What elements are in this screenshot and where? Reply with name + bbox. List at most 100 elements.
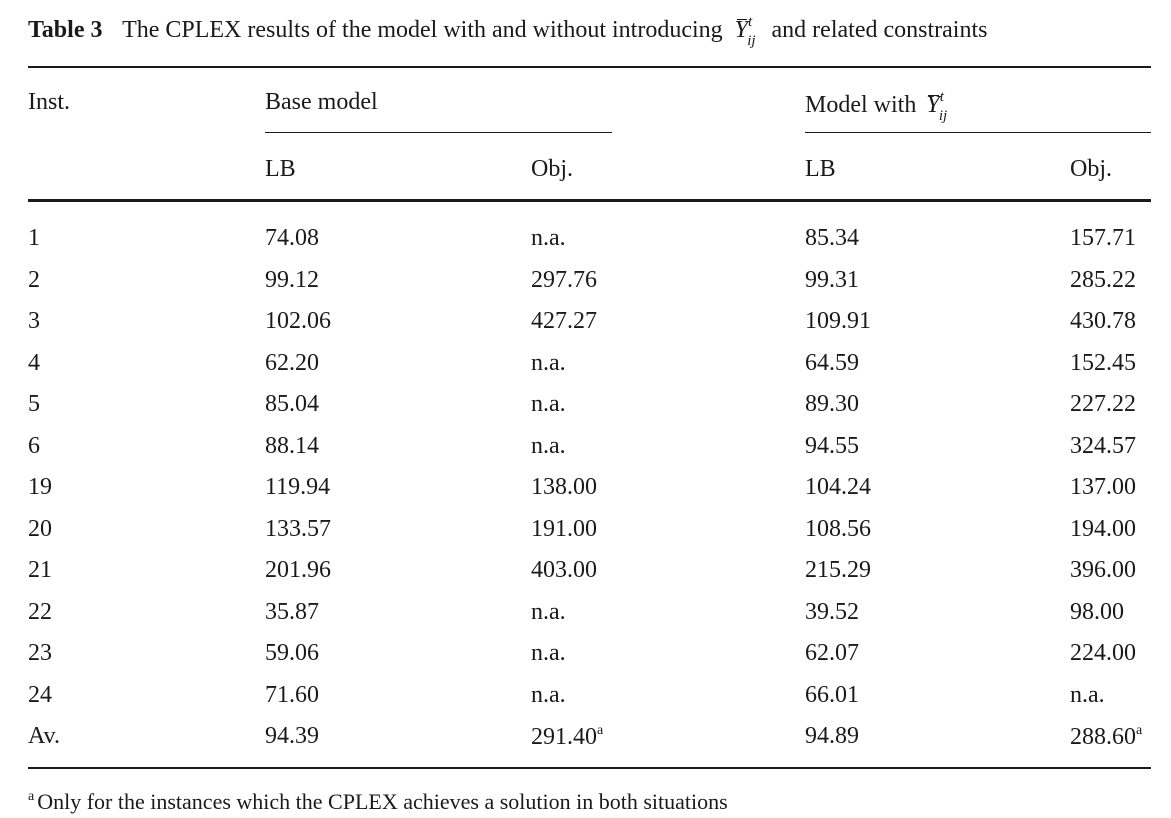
cell-obj-base: 138.00 bbox=[531, 475, 597, 499]
cell-inst-value: 21 bbox=[28, 557, 52, 583]
header-model-with: Model with Yt ij bbox=[805, 90, 947, 124]
cell-obj-base: n.a. bbox=[531, 351, 566, 375]
cell-lb-with: 108.56 bbox=[805, 517, 871, 541]
top-rule bbox=[28, 66, 1151, 68]
header-obj-base: Obj. bbox=[531, 157, 573, 181]
cell-obj-with: 137.00 bbox=[1070, 475, 1136, 499]
cell-lb-with: 66.01 bbox=[805, 683, 859, 707]
cell-inst: 24 bbox=[28, 683, 52, 707]
cell-obj-base-value: n.a. bbox=[531, 225, 566, 251]
cell-lb-base-value: 119.94 bbox=[265, 474, 330, 500]
cell-obj-base-value: 297.76 bbox=[531, 267, 597, 293]
cell-inst-value: 23 bbox=[28, 640, 52, 666]
cell-inst-value: 22 bbox=[28, 599, 52, 625]
cell-obj-base: 427.27 bbox=[531, 309, 597, 333]
model-with-group-rule bbox=[805, 132, 1151, 133]
cell-lb-with-value: 108.56 bbox=[805, 516, 871, 542]
caption-symbol-base: Y bbox=[735, 17, 748, 44]
cell-lb-base-value: 88.14 bbox=[265, 433, 319, 459]
cell-obj-with-value: 288.60 bbox=[1070, 724, 1136, 750]
cell-lb-base: 35.87 bbox=[265, 600, 319, 624]
cell-lb-base-value: 201.96 bbox=[265, 557, 331, 583]
cell-inst: 21 bbox=[28, 558, 52, 582]
cell-obj-base: n.a. bbox=[531, 683, 566, 707]
header-lb-with: LB bbox=[805, 157, 836, 181]
cell-obj-with: 324.57 bbox=[1070, 434, 1136, 458]
caption-text-before: The CPLEX results of the model with and … bbox=[122, 17, 723, 43]
cell-inst: 1 bbox=[28, 226, 40, 250]
cell-lb-base-value: 94.39 bbox=[265, 723, 319, 749]
caption-symbol: Yt ij bbox=[735, 14, 756, 50]
cell-obj-base: n.a. bbox=[531, 641, 566, 665]
cell-lb-base: 74.08 bbox=[265, 226, 319, 250]
cell-obj-base-value: n.a. bbox=[531, 599, 566, 625]
header-symbol-sub: ij bbox=[939, 108, 947, 124]
cell-lb-with: 109.91 bbox=[805, 309, 871, 333]
cell-obj-with: 194.00 bbox=[1070, 517, 1136, 541]
cell-inst-value: 6 bbox=[28, 433, 40, 459]
header-obj-with: Obj. bbox=[1070, 157, 1112, 181]
cell-obj-base-value: 138.00 bbox=[531, 474, 597, 500]
caption-symbol-sup: t bbox=[748, 14, 752, 30]
cell-obj-base: 297.76 bbox=[531, 268, 597, 292]
footnote-marker: a bbox=[28, 789, 34, 804]
cell-inst-value: 24 bbox=[28, 682, 52, 708]
cell-obj-base: 191.00 bbox=[531, 517, 597, 541]
cell-lb-with: 99.31 bbox=[805, 268, 859, 292]
cell-lb-base: 71.60 bbox=[265, 683, 319, 707]
cell-lb-with: 85.34 bbox=[805, 226, 859, 250]
cell-obj-base-value: 291.40 bbox=[531, 724, 597, 750]
cell-obj-with-value: 98.00 bbox=[1070, 599, 1124, 625]
cell-obj-base-value: 403.00 bbox=[531, 557, 597, 583]
header-base-model: Base model bbox=[265, 90, 378, 114]
cell-obj-with-value: 152.45 bbox=[1070, 350, 1136, 376]
cell-inst: 20 bbox=[28, 517, 52, 541]
cell-lb-with-value: 94.89 bbox=[805, 723, 859, 749]
cell-lb-with: 94.55 bbox=[805, 434, 859, 458]
cell-lb-with: 62.07 bbox=[805, 641, 859, 665]
cell-lb-with: 64.59 bbox=[805, 351, 859, 375]
header-symbol-base: Y bbox=[926, 93, 939, 117]
cell-lb-with-value: 85.34 bbox=[805, 225, 859, 251]
cell-obj-with-value: 137.00 bbox=[1070, 474, 1136, 500]
footnote-text: Only for the instances which the CPLEX a… bbox=[37, 789, 727, 814]
cell-inst-value: 1 bbox=[28, 225, 40, 251]
cell-lb-with-value: 94.55 bbox=[805, 433, 859, 459]
cell-lb-with-value: 89.30 bbox=[805, 391, 859, 417]
caption-text-after: and related constraints bbox=[772, 17, 988, 43]
cell-inst-value: 19 bbox=[28, 474, 52, 500]
cell-lb-with-value: 64.59 bbox=[805, 350, 859, 376]
cell-inst: 22 bbox=[28, 600, 52, 624]
header-inst: Inst. bbox=[28, 90, 70, 114]
cell-obj-with-value: 285.22 bbox=[1070, 267, 1136, 293]
cell-lb-base-value: 133.57 bbox=[265, 516, 331, 542]
cell-obj-with: 288.60a bbox=[1070, 724, 1142, 749]
cell-obj-with-value: 396.00 bbox=[1070, 557, 1136, 583]
table-footnote: a Only for the instances which the CPLEX … bbox=[28, 789, 728, 815]
cell-lb-base: 88.14 bbox=[265, 434, 319, 458]
cell-inst-value: 20 bbox=[28, 516, 52, 542]
cell-obj-base: 403.00 bbox=[531, 558, 597, 582]
cell-inst: Av. bbox=[28, 724, 60, 748]
cell-inst: 4 bbox=[28, 351, 40, 375]
cell-inst: 2 bbox=[28, 268, 40, 292]
cell-lb-with: 39.52 bbox=[805, 600, 859, 624]
cell-obj-with: 430.78 bbox=[1070, 309, 1136, 333]
cell-obj-base: n.a. bbox=[531, 600, 566, 624]
cell-obj-with-value: 224.00 bbox=[1070, 640, 1136, 666]
cell-lb-base-value: 62.20 bbox=[265, 350, 319, 376]
cell-lb-with-value: 215.29 bbox=[805, 557, 871, 583]
cell-lb-with: 215.29 bbox=[805, 558, 871, 582]
cell-obj-with-value: 157.71 bbox=[1070, 225, 1136, 251]
header-lb-base: LB bbox=[265, 157, 296, 181]
cell-inst-value: 3 bbox=[28, 308, 40, 334]
cell-lb-base-value: 71.60 bbox=[265, 682, 319, 708]
cell-obj-with: 285.22 bbox=[1070, 268, 1136, 292]
cell-obj-with-value: n.a. bbox=[1070, 682, 1105, 708]
cell-inst: 23 bbox=[28, 641, 52, 665]
cell-obj-base-value: n.a. bbox=[531, 391, 566, 417]
cell-lb-with-value: 39.52 bbox=[805, 599, 859, 625]
footnote-ref-marker: a bbox=[1136, 723, 1142, 738]
cell-inst-value: Av. bbox=[28, 723, 60, 749]
cell-obj-base: n.a. bbox=[531, 434, 566, 458]
